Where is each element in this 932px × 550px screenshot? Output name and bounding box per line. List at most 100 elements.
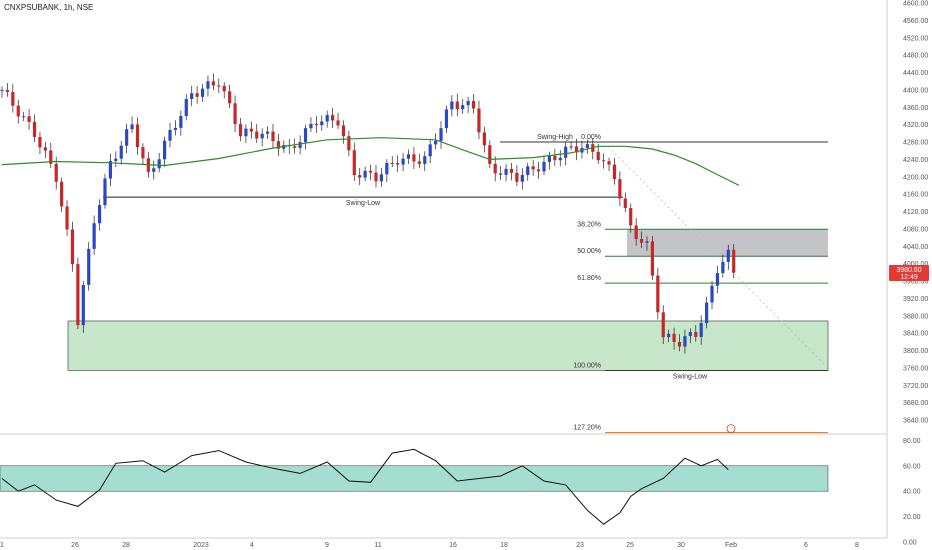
price-tick-label: 4120.00: [903, 209, 928, 216]
candle-body: [11, 91, 15, 106]
price-tick-label: 4040.00: [903, 244, 928, 251]
candle-body: [179, 116, 183, 128]
time-tick-label: 26: [71, 542, 79, 549]
candle-body: [401, 158, 405, 165]
candle-body: [574, 146, 579, 153]
current-time-label: 12:49: [900, 274, 918, 281]
candle-body: [336, 120, 340, 126]
candle-body: [49, 150, 53, 164]
price-tick-label: 3680.00: [903, 400, 928, 407]
candle-body: [374, 172, 378, 182]
candle-body: [76, 264, 80, 326]
price-tick-label: 4160.00: [903, 192, 928, 199]
candle-body: [558, 157, 562, 161]
price-tick-label: 4360.00: [903, 105, 928, 112]
candle-body: [141, 147, 145, 159]
candle-body: [526, 166, 530, 175]
candle-body: [255, 131, 259, 139]
candle-body: [564, 146, 568, 158]
candle-body: [60, 181, 64, 207]
fib-trend-line: [607, 146, 829, 369]
candle-body: [667, 333, 671, 338]
candle-body: [22, 116, 26, 118]
candle-body: [103, 178, 107, 206]
price-tick-label: 4000.00: [903, 261, 928, 268]
candle-body: [493, 163, 497, 174]
candle-body: [54, 163, 58, 182]
time-tick-label: 4: [250, 542, 254, 549]
price-tick-label: 3800.00: [903, 348, 928, 355]
price-tick-label: 3920.00: [903, 296, 928, 303]
candle-body: [347, 136, 351, 151]
candle-body: [390, 163, 394, 165]
candle-body: [195, 93, 199, 97]
candle-body: [602, 160, 606, 162]
time-tick-label: 9: [325, 542, 329, 549]
candle-body: [206, 81, 210, 89]
time-tick-label: 11: [374, 542, 381, 549]
candle-body: [406, 154, 411, 159]
time-tick-label: 18: [500, 542, 508, 549]
candle-body: [173, 127, 178, 130]
candle-body: [108, 160, 112, 179]
candle-body: [303, 128, 308, 143]
time-tick-label: 23: [576, 542, 584, 549]
candle-body: [130, 124, 134, 130]
candle-body: [520, 174, 524, 182]
price-tick-label: 3960.00: [903, 279, 928, 286]
candle-body: [27, 116, 31, 122]
price-tick-label: 4080.00: [903, 226, 928, 233]
candle-body: [87, 248, 91, 285]
fib-label: 127.20%: [573, 425, 601, 432]
candle-body: [265, 131, 270, 134]
candle-body: [444, 109, 449, 129]
candle-body: [423, 156, 427, 164]
time-tick-label: 16: [449, 542, 457, 549]
candle-body: [125, 129, 129, 146]
candle-body: [504, 168, 508, 175]
candle-body: [428, 144, 432, 157]
candle-body: [200, 88, 205, 97]
swing-low-label-left: Swing-Low: [346, 200, 381, 207]
candle-body: [157, 159, 161, 169]
candle-body: [710, 285, 714, 303]
candle-body: [244, 128, 248, 137]
demand-zone: [67, 320, 829, 371]
symbol-title: CNXPSUBANK, 1h, NSE: [4, 3, 94, 12]
candle-body: [412, 154, 416, 162]
price-tick-label: 4320.00: [903, 122, 928, 129]
candle-body: [325, 115, 329, 122]
candle-body: [688, 332, 692, 337]
candle-body: [694, 332, 698, 337]
candle-body: [368, 170, 373, 173]
candle-body: [699, 323, 703, 337]
candle-body: [509, 168, 514, 173]
candle-body: [152, 168, 156, 172]
candle-body: [363, 170, 367, 178]
swing-low-label-right: Swing-Low: [673, 373, 708, 380]
rsi-tick-label: 40.00: [903, 489, 921, 496]
candle-body: [320, 121, 324, 126]
price-tick-label: 3720.00: [903, 383, 928, 390]
candle-body: [612, 164, 617, 180]
candle-body: [705, 302, 709, 324]
current-price-label: 3980.60: [896, 267, 921, 274]
candle-body: [276, 141, 281, 149]
fib-label: 61.80%: [577, 275, 601, 282]
time-tick-label: 25: [626, 542, 634, 549]
candle-body: [70, 229, 75, 265]
candle-body: [732, 249, 736, 273]
candle-body: [222, 85, 226, 92]
moving-average-line: [1, 137, 740, 186]
candle-body: [536, 169, 541, 172]
candle-body: [379, 174, 383, 182]
candle-body: [471, 100, 476, 109]
candle-body: [645, 241, 649, 243]
candle-body: [358, 175, 362, 178]
candle-body: [119, 145, 123, 159]
candle-body: [43, 147, 47, 151]
candle-body: [168, 129, 172, 141]
candle-body: [434, 140, 438, 145]
candle-body: [650, 241, 654, 276]
